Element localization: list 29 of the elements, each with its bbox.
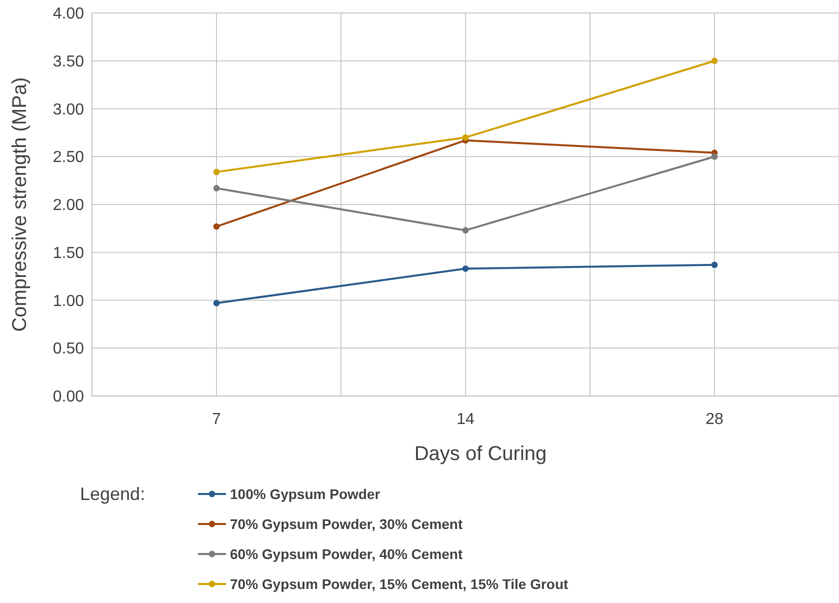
legend-title: Legend:: [80, 484, 146, 504]
y-tick-label: 2.50: [52, 149, 84, 166]
x-tick-label: 14: [456, 411, 474, 428]
legend-label: 100% Gypsum Powder: [230, 486, 381, 502]
y-tick-label: 3.00: [52, 101, 84, 118]
point: [711, 58, 718, 64]
y-tick-label: 4.00: [52, 6, 84, 23]
y-tick-label: 0.00: [52, 388, 84, 406]
legend-label: 70% Gypsum Powder, 15% Cement, 15% Tile Grout: [230, 576, 569, 592]
point: [213, 223, 220, 230]
point: [462, 265, 469, 272]
legend-label: 70% Gypsum Powder, 30% Cement: [230, 516, 463, 532]
point: [213, 300, 220, 306]
y-tick-label: 0.50: [52, 340, 84, 358]
x-tick-label: 7: [212, 411, 222, 428]
point: [213, 185, 220, 192]
point: [711, 153, 718, 160]
point: [462, 134, 469, 141]
legend-label: 60% Gypsum Powder, 40% Cement: [230, 546, 463, 562]
point: [462, 227, 469, 234]
y-tick-label: 3.50: [52, 53, 84, 70]
x-axis-title: Days of Curing: [414, 443, 547, 465]
x-tick-label: 28: [706, 411, 724, 428]
y-axis-title: Compressive strength (MPa): [9, 77, 31, 332]
y-tick-label: 1.00: [52, 292, 84, 310]
y-tick-label: 2.00: [52, 197, 84, 214]
point: [711, 262, 718, 268]
point: [213, 168, 220, 176]
y-tick-label: 1.50: [52, 244, 84, 262]
